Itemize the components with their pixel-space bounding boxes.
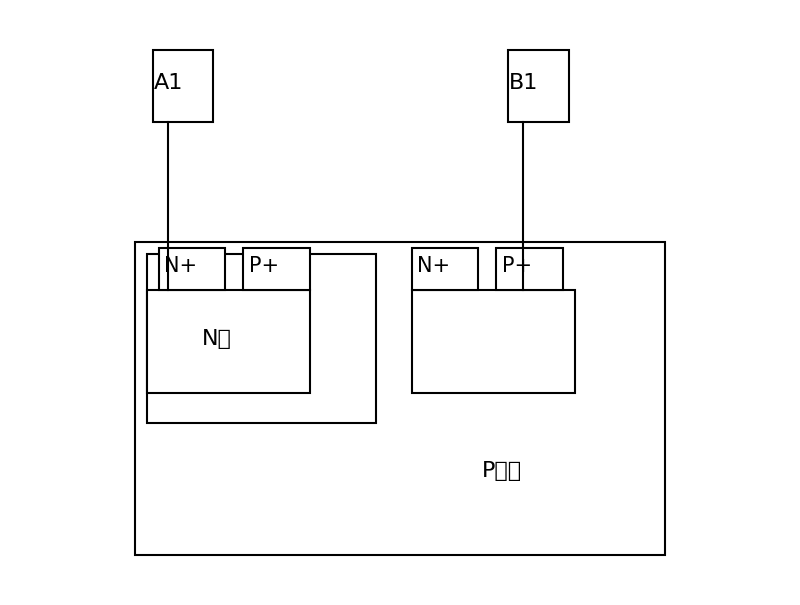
Text: N+: N+ xyxy=(164,257,197,276)
Bar xyxy=(147,290,310,393)
Bar xyxy=(412,290,574,393)
Bar xyxy=(135,242,665,555)
Text: B1: B1 xyxy=(509,73,538,93)
Bar xyxy=(153,50,214,122)
Text: N阱: N阱 xyxy=(202,329,231,348)
Text: P+: P+ xyxy=(502,257,533,276)
Text: P+: P+ xyxy=(250,257,279,276)
Bar xyxy=(496,248,562,290)
Text: A1: A1 xyxy=(154,73,183,93)
Text: P衬底: P衬底 xyxy=(482,461,522,481)
Bar xyxy=(147,254,376,423)
Text: N+: N+ xyxy=(417,257,450,276)
Bar xyxy=(159,248,226,290)
Bar xyxy=(412,248,478,290)
Bar xyxy=(243,248,310,290)
Bar xyxy=(509,50,569,122)
